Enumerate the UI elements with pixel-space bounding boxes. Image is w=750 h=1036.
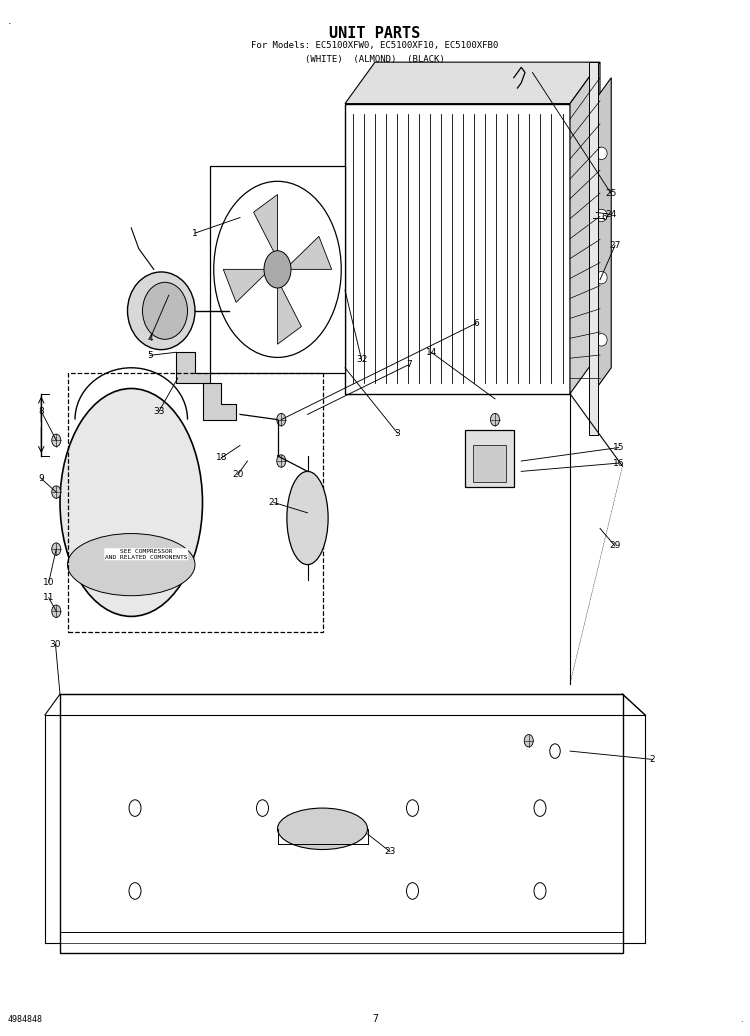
Circle shape	[256, 800, 268, 816]
Polygon shape	[176, 352, 210, 383]
Bar	[345, 104, 570, 394]
Circle shape	[129, 800, 141, 816]
Text: 6: 6	[601, 213, 607, 222]
Text: 23: 23	[384, 847, 396, 856]
Text: 9: 9	[38, 474, 44, 483]
Text: 2: 2	[650, 755, 656, 764]
Ellipse shape	[596, 209, 608, 222]
Text: 21: 21	[268, 498, 280, 507]
Text: 20: 20	[232, 470, 244, 479]
Text: 4: 4	[147, 335, 153, 343]
Circle shape	[52, 486, 61, 498]
Text: 3: 3	[394, 429, 400, 437]
Text: 27: 27	[609, 241, 621, 250]
Polygon shape	[278, 280, 302, 344]
Polygon shape	[285, 236, 332, 269]
Text: SEE COMPRESSOR
AND RELATED COMPONENTS: SEE COMPRESSOR AND RELATED COMPONENTS	[105, 549, 188, 559]
Ellipse shape	[142, 283, 188, 340]
Circle shape	[264, 251, 291, 288]
Polygon shape	[570, 62, 600, 394]
Ellipse shape	[128, 272, 195, 350]
Polygon shape	[254, 195, 278, 259]
Text: 18: 18	[215, 454, 227, 462]
Text: 7: 7	[406, 361, 412, 369]
Circle shape	[52, 543, 61, 555]
Bar	[68, 373, 322, 632]
Text: .: .	[8, 16, 11, 26]
Circle shape	[406, 883, 418, 899]
Circle shape	[52, 605, 61, 617]
Text: 29: 29	[609, 542, 621, 550]
Text: 25: 25	[605, 190, 617, 198]
Text: UNIT PARTS: UNIT PARTS	[329, 26, 421, 40]
Text: 32: 32	[356, 355, 368, 364]
Circle shape	[534, 800, 546, 816]
Text: 8: 8	[38, 407, 44, 415]
Text: 7: 7	[372, 1013, 378, 1024]
Text: 15: 15	[613, 443, 625, 452]
Text: 1: 1	[192, 229, 198, 237]
Circle shape	[524, 735, 533, 747]
Bar	[589, 62, 598, 435]
Text: (WHITE)  (ALMOND)  (BLACK): (WHITE) (ALMOND) (BLACK)	[305, 55, 445, 64]
Circle shape	[52, 434, 61, 447]
Text: 11: 11	[43, 594, 55, 602]
Ellipse shape	[596, 147, 608, 160]
Polygon shape	[224, 269, 270, 303]
Text: For Models: EC5100XFW0, EC5100XF10, EC5100XFB0: For Models: EC5100XFW0, EC5100XF10, EC51…	[251, 41, 499, 51]
Circle shape	[406, 800, 418, 816]
Text: .: .	[740, 1014, 742, 1024]
Text: 30: 30	[50, 640, 62, 649]
Circle shape	[214, 181, 341, 357]
Ellipse shape	[596, 271, 608, 284]
Polygon shape	[345, 62, 600, 104]
Circle shape	[490, 413, 500, 426]
Circle shape	[277, 413, 286, 426]
Bar	[210, 166, 345, 373]
Text: 5: 5	[147, 351, 153, 359]
Text: 33: 33	[153, 407, 165, 415]
Ellipse shape	[68, 534, 195, 596]
Ellipse shape	[278, 808, 368, 850]
Bar	[472, 445, 506, 482]
Polygon shape	[592, 78, 611, 394]
Circle shape	[534, 883, 546, 899]
Circle shape	[277, 455, 286, 467]
Text: 16: 16	[613, 459, 625, 467]
Text: 24: 24	[606, 210, 616, 219]
Text: 6: 6	[473, 319, 479, 327]
Circle shape	[129, 883, 141, 899]
Bar	[465, 430, 514, 487]
Ellipse shape	[286, 471, 328, 565]
Polygon shape	[202, 383, 236, 420]
Text: 4984848: 4984848	[8, 1014, 43, 1024]
Ellipse shape	[596, 334, 608, 346]
FancyBboxPatch shape	[60, 694, 622, 953]
Text: 10: 10	[43, 578, 55, 586]
Text: 14: 14	[425, 348, 437, 356]
Ellipse shape	[60, 388, 202, 616]
Circle shape	[550, 744, 560, 758]
